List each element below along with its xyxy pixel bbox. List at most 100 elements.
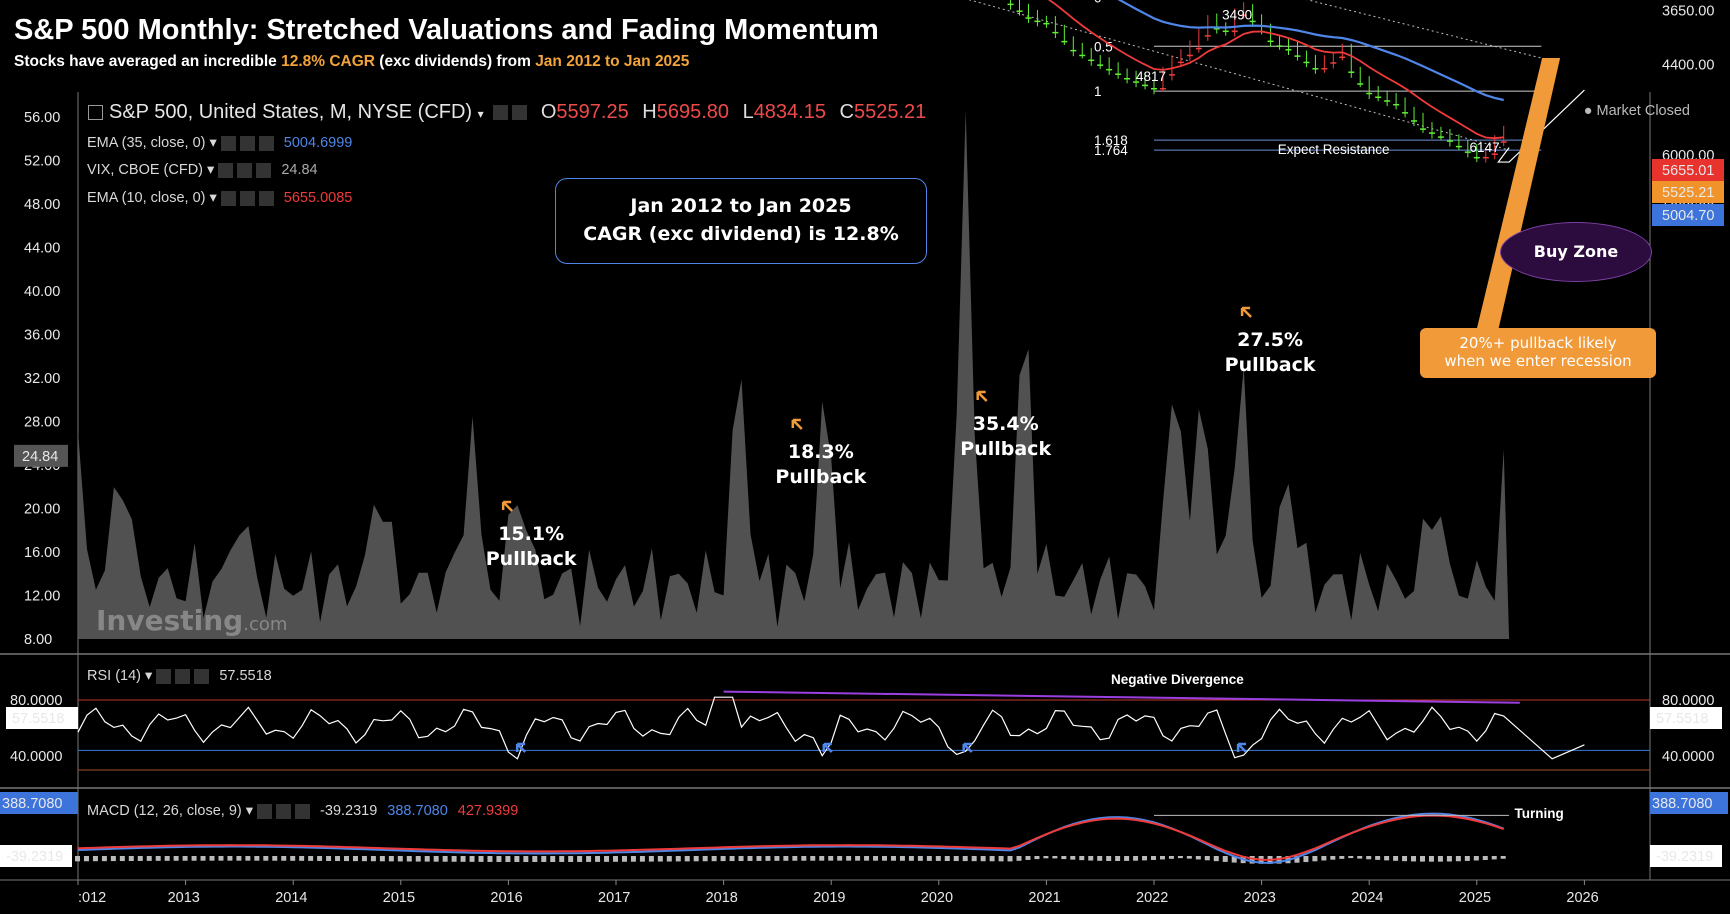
macd-histogram-bar — [1303, 856, 1309, 863]
macd-histogram-bar — [415, 856, 421, 862]
settings-icon — [276, 803, 292, 819]
pullback-pct: 27.5% — [1237, 329, 1303, 351]
macd-histogram-bar — [1124, 856, 1130, 861]
candle-body — [1088, 59, 1095, 62]
vix-axis-tick: 56.00 — [24, 110, 60, 126]
rsi-header[interactable]: RSI (14) ▾ 57.5518 — [87, 668, 272, 684]
candle-body — [1276, 45, 1283, 47]
rsi-arrow-icon — [822, 742, 833, 753]
macd-histogram-bar — [1330, 856, 1336, 860]
dropdown-icon[interactable]: ▾ — [477, 107, 484, 121]
recession-note: 20%+ pullback likely when we enter reces… — [1420, 328, 1656, 378]
macd-histogram-bar — [962, 856, 968, 862]
macd-histogram-bar — [119, 856, 125, 862]
x-axis-label: 2022 — [1136, 890, 1168, 906]
candle-body — [1330, 62, 1337, 64]
candle-body — [1115, 73, 1122, 75]
close-icon — [258, 190, 274, 206]
macd-histogram-bar — [801, 856, 807, 861]
swing-label-4817: 4817 — [1136, 69, 1166, 84]
macd-histogram-bar — [1428, 856, 1434, 862]
settings-icon — [239, 135, 255, 151]
vix-axis-tick: 8.00 — [24, 632, 52, 648]
macd-line — [77, 812, 1505, 864]
candle-body — [1321, 68, 1328, 70]
candle-body — [1348, 71, 1355, 73]
candle-body — [1491, 153, 1498, 155]
rsi-axis-tick-left: 80.0000 — [10, 693, 62, 709]
macd-histogram-bar — [1088, 856, 1094, 861]
price-badge-bg — [1652, 181, 1724, 203]
fib-level-label: 0.5 — [1094, 39, 1113, 54]
vix-badge-bg — [14, 444, 68, 467]
pullback-arrow-icon — [791, 418, 803, 430]
macd-histogram-bar — [173, 856, 179, 861]
market-status: ● Market Closed — [1583, 103, 1690, 119]
x-axis-label: 2019 — [813, 890, 845, 906]
macd-header[interactable]: MACD (12, 26, close, 9) ▾ -39.2319 388.708… — [87, 803, 519, 819]
candle-body — [1231, 30, 1238, 33]
pullback-word: Pullback — [1225, 354, 1316, 376]
candle-body — [1402, 112, 1409, 114]
macd-histogram-bar — [1437, 856, 1443, 862]
macd-histogram-bar — [613, 856, 618, 862]
macd-histogram-bar — [1357, 856, 1363, 859]
macd-histogram-bar — [837, 856, 843, 861]
macd-histogram-bar — [182, 856, 188, 861]
candle-body — [1420, 128, 1426, 130]
macd-histogram-bar — [424, 856, 430, 862]
pullback-word: Pullback — [960, 438, 1051, 460]
macd-histogram-bar — [944, 856, 950, 861]
candle-body — [1034, 20, 1041, 23]
macd-histogram-bar — [810, 856, 816, 861]
candle-body — [1294, 55, 1301, 57]
indicator-ema10[interactable]: EMA (10, close, 0) ▾ 5655.0085 — [87, 190, 353, 206]
visibility-icon — [218, 162, 234, 178]
macd-histogram-bar — [137, 856, 143, 861]
candle-body — [1097, 64, 1104, 66]
expect-resistance-label: Expect Resistance — [1278, 142, 1390, 157]
macd-histogram-bar — [792, 856, 798, 861]
macd-histogram-bar — [1177, 856, 1183, 859]
macd-histogram-bar — [657, 856, 663, 862]
macd-histogram-bar — [953, 856, 959, 862]
macd-histogram-bar — [971, 856, 977, 862]
macd-histogram-bar — [765, 856, 771, 861]
x-axis-label: 2025 — [1459, 890, 1491, 906]
instrument-name[interactable]: S&P 500, United States, M, NYSE (CFD) — [109, 101, 473, 123]
x-axis-label: :012 — [78, 890, 106, 906]
price-badge: 5525.21 — [1662, 185, 1714, 201]
macd-histogram-bar — [702, 856, 708, 862]
x-axis-label: 2021 — [1028, 890, 1060, 906]
candle-body — [1285, 49, 1292, 51]
macd-histogram-bar — [595, 856, 601, 862]
price-badge: 5004.70 — [1662, 208, 1714, 224]
macd-histogram-bar — [783, 856, 789, 861]
rsi-badge: 57.5518 — [1656, 711, 1708, 727]
macd-histogram-bar — [1464, 856, 1470, 861]
indicator-vix[interactable]: VIX, CBOE (CFD) ▾ 24.84 — [87, 162, 318, 178]
macd-histogram-bar — [1168, 856, 1174, 859]
macd-histogram-bar — [621, 856, 627, 862]
price-badge-bg — [1652, 159, 1724, 181]
macd-histogram-bar — [630, 856, 636, 862]
macd-histogram-bar — [855, 856, 861, 861]
vix-badge: 24.84 — [22, 449, 58, 465]
x-axis-label: 2020 — [921, 890, 953, 906]
candle-body — [1437, 136, 1444, 138]
settings-icon[interactable] — [512, 105, 528, 121]
macd-histogram-bar — [460, 856, 466, 862]
collapse-icon[interactable] — [88, 105, 103, 121]
x-axis-label: 2014 — [275, 890, 307, 906]
macd-histogram-bar — [272, 856, 278, 861]
indicator-ema35[interactable]: EMA (35, close, 0) ▾ 5004.6999 — [87, 135, 353, 151]
macd-value-badge-bg — [1650, 845, 1722, 867]
vix-axis-tick: 16.00 — [24, 545, 60, 561]
instrument-header[interactable]: S&P 500, United States, M, NYSE (CFD) ▾ … — [88, 101, 926, 124]
visibility-icon[interactable] — [493, 105, 509, 121]
candle-body — [1500, 141, 1507, 143]
x-axis-label: 2018 — [706, 890, 738, 906]
macd-histogram-bar — [559, 856, 565, 862]
candle-body — [1052, 31, 1059, 34]
